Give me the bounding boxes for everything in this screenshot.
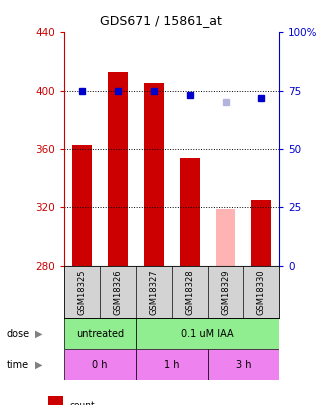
Text: count: count (70, 401, 95, 405)
Bar (208, 349, 279, 380)
Bar (64, 349, 136, 380)
Text: GSM18327: GSM18327 (149, 269, 158, 315)
Text: untreated: untreated (76, 329, 124, 339)
Bar (108, 72, 128, 266)
Text: ▶: ▶ (35, 360, 43, 369)
Text: dose: dose (6, 329, 30, 339)
Text: 1 h: 1 h (164, 360, 179, 369)
Bar (64, 318, 136, 349)
Text: GSM18325: GSM18325 (78, 269, 87, 315)
Bar (136, 349, 208, 380)
Text: GSM18329: GSM18329 (221, 269, 230, 315)
Bar (72, 145, 92, 266)
Text: ▶: ▶ (35, 329, 43, 339)
Text: 0 h: 0 h (92, 360, 108, 369)
Bar (136, 318, 279, 349)
Text: GSM18328: GSM18328 (185, 269, 194, 315)
Bar (48, 396, 63, 405)
Bar (180, 158, 200, 266)
Bar (251, 200, 271, 266)
Text: 0.1 uM IAA: 0.1 uM IAA (181, 329, 234, 339)
Text: GSM18330: GSM18330 (257, 269, 266, 315)
Text: GDS671 / 15861_at: GDS671 / 15861_at (100, 14, 221, 27)
Bar (216, 209, 235, 266)
Text: GSM18326: GSM18326 (113, 269, 123, 315)
Text: 3 h: 3 h (236, 360, 251, 369)
Text: time: time (6, 360, 29, 369)
Bar (144, 83, 164, 266)
